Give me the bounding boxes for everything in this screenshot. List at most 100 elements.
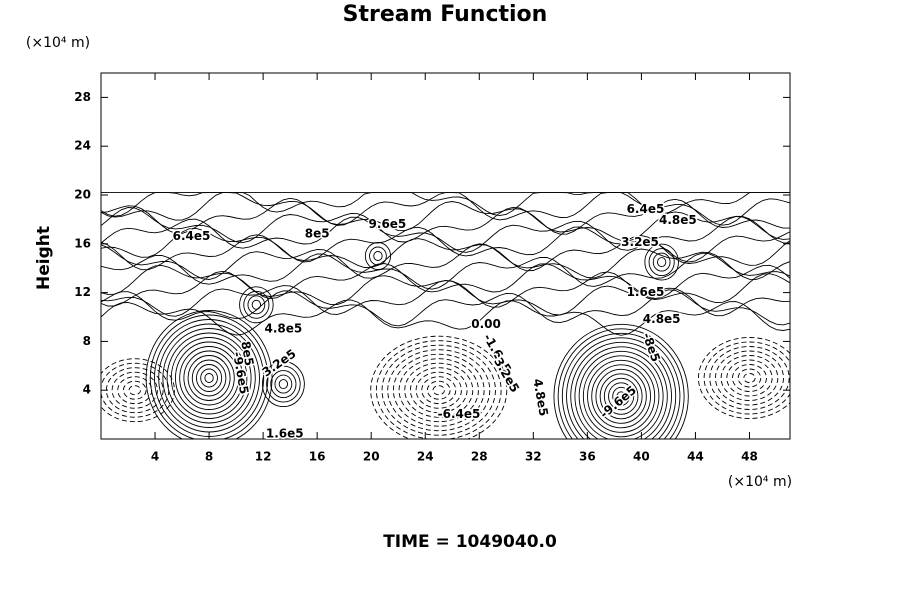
contour-line [608, 382, 635, 411]
contour-line [732, 364, 767, 392]
contour-line [574, 346, 668, 439]
contour-line [570, 341, 672, 439]
contour-line [370, 335, 508, 439]
contour-line [183, 350, 235, 406]
contour-line [375, 340, 502, 439]
contour-label: 4.8e5 [530, 378, 550, 418]
contour-line [415, 371, 462, 409]
plot-frame [100, 72, 791, 440]
contour-line [101, 252, 790, 290]
x-tick-label: 12 [255, 450, 272, 464]
x-tick-label: 4 [151, 450, 159, 464]
contour-line [387, 349, 491, 432]
contour-line [381, 344, 496, 436]
contour-line [243, 290, 270, 319]
contour-line [648, 248, 675, 277]
x-tick-label: 36 [579, 450, 596, 464]
contour-line [261, 361, 305, 408]
x-tick-label: 20 [363, 450, 380, 464]
contour-line [720, 355, 779, 401]
contour-line [587, 359, 656, 433]
contour-line [553, 323, 689, 439]
contour-line [591, 364, 651, 429]
contour-line [175, 341, 244, 415]
contour-line [421, 376, 457, 405]
contour-line [557, 328, 685, 439]
contour-line [369, 246, 387, 266]
contour-line [364, 242, 392, 270]
contour-line [616, 391, 626, 402]
contour-line [101, 358, 175, 423]
contour-line [200, 368, 218, 388]
contour-line [644, 243, 679, 281]
x-tick-label: 32 [525, 450, 542, 464]
contour-line [398, 358, 479, 423]
contour-line [101, 362, 170, 418]
contour-line [599, 373, 643, 420]
contour-line [179, 346, 239, 410]
contour-label: 3.2e5 [621, 235, 659, 249]
contour-label: 9.6e5 [369, 217, 407, 231]
contour-line [247, 295, 266, 315]
contour-line [122, 380, 147, 400]
y-tick-label: 12 [74, 285, 91, 299]
footer-time: TIME = 1049040.0 [383, 532, 557, 552]
contour-line [251, 299, 262, 310]
contour-line [117, 376, 153, 405]
contour-line [566, 337, 677, 439]
contour-line [404, 362, 474, 418]
x-tick-label: 28 [471, 450, 488, 464]
contour-line [657, 257, 667, 268]
contour-line [101, 263, 790, 300]
contour-line [743, 373, 756, 383]
contour-line [561, 332, 681, 439]
contour-line [595, 368, 647, 424]
contour-label: 4.8e5 [643, 312, 681, 326]
contour-line [603, 377, 639, 415]
contour-line [409, 367, 468, 414]
contour-line [392, 353, 485, 427]
contour-label: 1.6e5 [627, 285, 665, 299]
contours [101, 192, 790, 439]
contour-line [239, 286, 274, 324]
contour-line [149, 314, 269, 439]
y-unit: (×10⁴ m) [26, 35, 90, 51]
contour-line [582, 355, 660, 438]
y-axis-label: Height [34, 226, 54, 290]
x-tick-label: 16 [309, 450, 326, 464]
contour-line [737, 368, 762, 388]
contour-line [373, 251, 383, 261]
contour-line [101, 270, 790, 308]
y-tick-label: 16 [74, 236, 91, 250]
contour-line [191, 359, 227, 397]
contour-label: 6.4e5 [173, 229, 211, 243]
contour-line [274, 374, 293, 394]
contour-line [101, 299, 790, 336]
contour-line [715, 350, 784, 406]
y-tick-label: 20 [74, 188, 91, 202]
contour-line [101, 289, 790, 327]
contour-line [698, 337, 790, 419]
contour-line [204, 373, 214, 383]
contour-line [266, 365, 301, 403]
contour-label: 0.00 [471, 317, 501, 331]
y-tick-label: 24 [74, 139, 91, 153]
contour-line [101, 234, 790, 272]
contour-label: -3.2e5 [489, 351, 522, 395]
contour-label: 8e5 [305, 227, 330, 241]
contour-line [270, 370, 297, 399]
x-unit: (×10⁴ m) [728, 474, 792, 490]
contour-line [278, 379, 289, 390]
contour-label: 4.8e5 [265, 322, 303, 336]
x-tick-label: 44 [687, 450, 704, 464]
contour-line [709, 346, 790, 410]
contour-line [703, 341, 790, 415]
contour-line [101, 216, 790, 253]
chart-title: Stream Function [343, 2, 548, 27]
contour-line [111, 371, 158, 409]
contour-line [726, 359, 773, 397]
y-tick-label: 8 [83, 334, 91, 348]
x-tick-label: 24 [417, 450, 434, 464]
contour-label: -6.4e5 [438, 407, 481, 421]
